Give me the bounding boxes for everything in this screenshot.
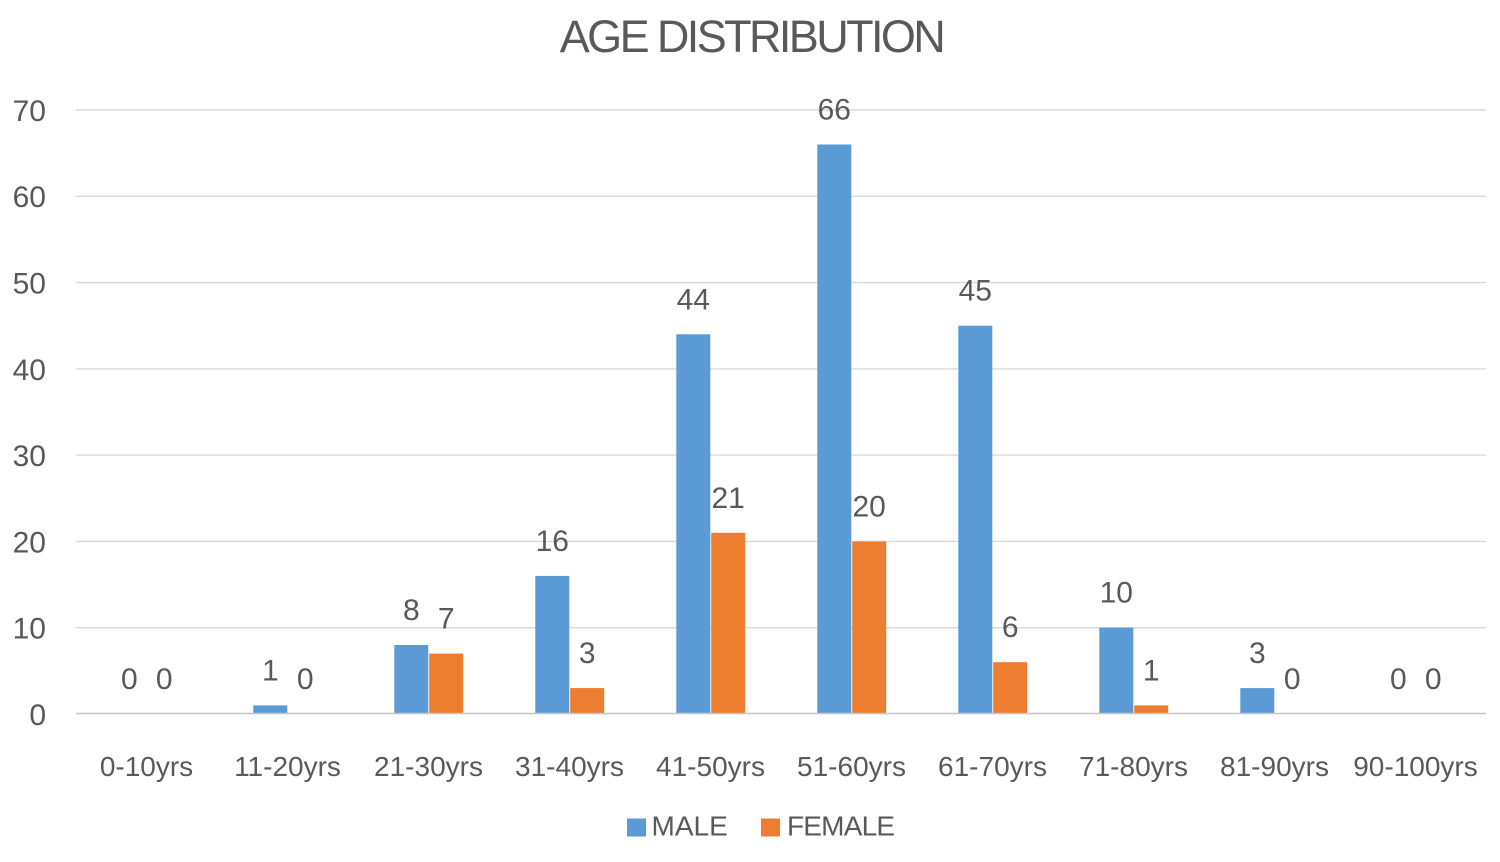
svg-text:30: 30 (13, 440, 46, 473)
svg-text:3: 3 (579, 637, 596, 670)
svg-text:0: 0 (29, 699, 46, 732)
svg-text:21: 21 (712, 482, 745, 515)
svg-text:61-70yrs: 61-70yrs (938, 751, 1047, 782)
svg-text:21-30yrs: 21-30yrs (374, 751, 483, 782)
svg-text:90-100yrs: 90-100yrs (1353, 751, 1478, 782)
svg-text:20: 20 (13, 526, 46, 559)
svg-text:3: 3 (1249, 637, 1266, 670)
svg-text:0: 0 (1284, 663, 1301, 696)
svg-text:31-40yrs: 31-40yrs (515, 751, 624, 782)
svg-text:81-90yrs: 81-90yrs (1220, 751, 1329, 782)
svg-text:8: 8 (403, 594, 420, 627)
svg-text:0-10yrs: 0-10yrs (100, 751, 193, 782)
svg-text:71-80yrs: 71-80yrs (1079, 751, 1188, 782)
svg-text:41-50yrs: 41-50yrs (656, 751, 765, 782)
svg-text:0: 0 (156, 663, 173, 696)
svg-text:60: 60 (13, 181, 46, 214)
svg-text:1: 1 (262, 654, 279, 687)
svg-text:0: 0 (297, 663, 314, 696)
svg-text:66: 66 (818, 94, 851, 127)
svg-text:44: 44 (677, 283, 710, 316)
svg-text:40: 40 (13, 354, 46, 387)
svg-text:70: 70 (13, 95, 46, 128)
svg-text:10: 10 (1100, 577, 1133, 610)
svg-text:7: 7 (438, 603, 455, 636)
svg-text:50: 50 (13, 268, 46, 301)
svg-text:0: 0 (1425, 663, 1442, 696)
svg-text:20: 20 (853, 490, 886, 523)
svg-text:16: 16 (536, 525, 569, 558)
svg-text:10: 10 (13, 613, 46, 646)
svg-text:AGE DISTRIBUTION: AGE DISTRIBUTION (560, 11, 943, 62)
svg-text:51-60yrs: 51-60yrs (797, 751, 906, 782)
svg-text:1: 1 (1143, 654, 1160, 687)
svg-text:0: 0 (121, 663, 138, 696)
svg-text:6: 6 (1002, 611, 1019, 644)
svg-text:FEMALE: FEMALE (787, 811, 894, 842)
svg-text:11-20yrs: 11-20yrs (234, 751, 341, 782)
svg-text:0: 0 (1390, 663, 1407, 696)
svg-text:MALE: MALE (652, 811, 728, 842)
svg-text:45: 45 (959, 275, 992, 308)
